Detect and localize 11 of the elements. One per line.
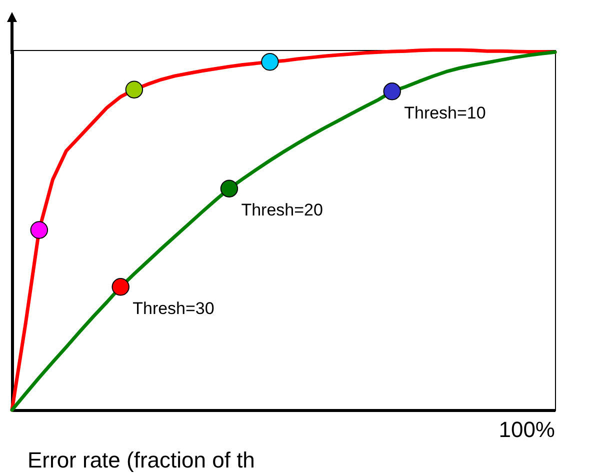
point [220,180,238,198]
point [383,82,401,100]
point [125,80,144,98]
annotation: Thresh=20 [241,200,323,220]
annotation: Thresh=30 [132,298,214,318]
annotation: Thresh=10 [404,103,486,122]
point [112,278,130,296]
text: 100% [498,417,555,442]
x-axis-title: Error rate (fraction of th [28,448,255,472]
point [261,53,279,71]
point [30,221,48,239]
